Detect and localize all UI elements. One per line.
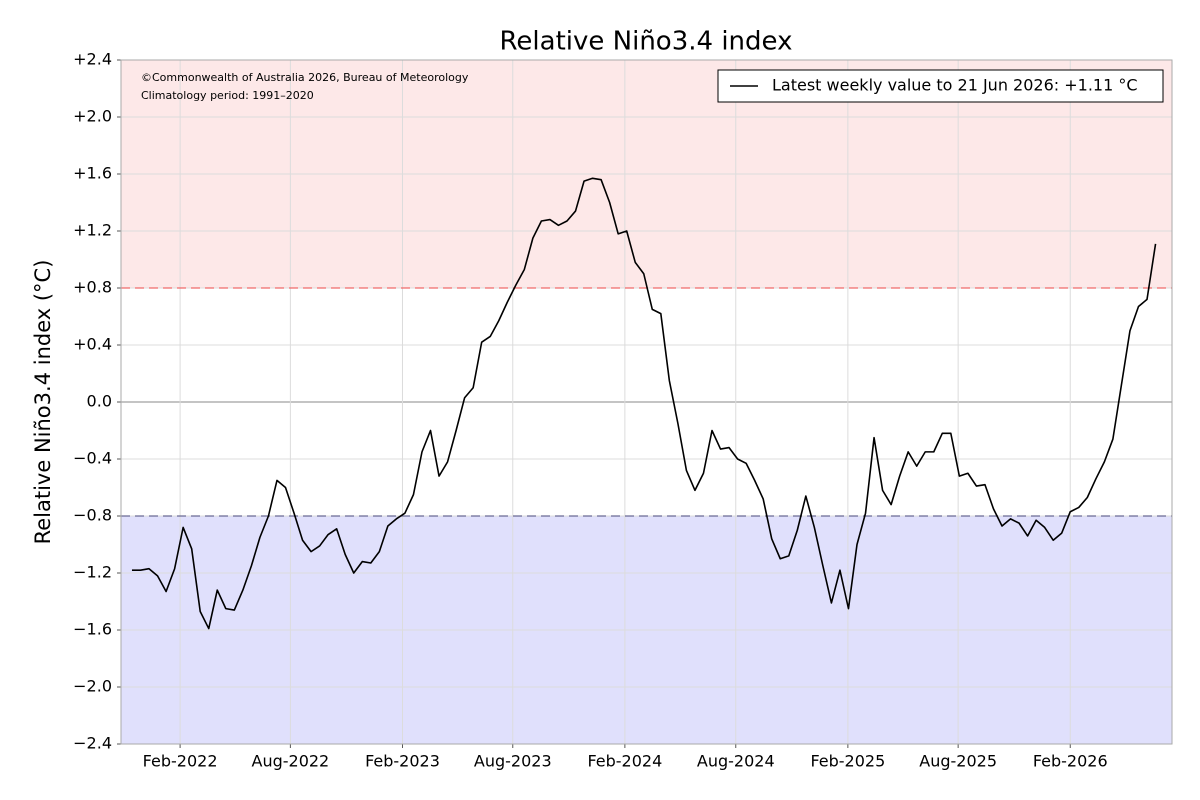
y-tick-label: −2.0 bbox=[73, 677, 112, 696]
y-axis-label: Relative Niño3.4 index (°C) bbox=[31, 260, 55, 545]
y-tick-label: +2.0 bbox=[73, 107, 112, 126]
y-tick-label: −0.8 bbox=[73, 506, 112, 525]
x-tick-label: Aug-2024 bbox=[697, 752, 775, 771]
x-tick-label: Aug-2025 bbox=[919, 752, 997, 771]
legend-box bbox=[717, 69, 1164, 103]
legend: Latest weekly value to 21 Jun 2026: +1.1… bbox=[717, 69, 1164, 103]
legend-label: Latest weekly value to 21 Jun 2026: +1.1… bbox=[772, 76, 1138, 95]
y-tick-label: −2.4 bbox=[73, 734, 112, 753]
plot-frame bbox=[120, 59, 1173, 745]
y-tick-label: +1.6 bbox=[73, 164, 112, 183]
y-tick-label: +0.4 bbox=[73, 335, 112, 354]
y-tick-label: −1.6 bbox=[73, 620, 112, 639]
y-tick-label: 0.0 bbox=[87, 392, 112, 411]
x-tick-label: Feb-2024 bbox=[587, 752, 662, 771]
marks bbox=[121, 177, 1172, 630]
x-tick-label: Aug-2023 bbox=[474, 752, 552, 771]
x-tick-label: Feb-2025 bbox=[810, 752, 885, 771]
data-line bbox=[131, 177, 1157, 630]
y-tick-label: +2.4 bbox=[73, 50, 112, 69]
x-tick-label: Aug-2022 bbox=[252, 752, 330, 771]
y-tick-label: −0.4 bbox=[73, 449, 112, 468]
y-tick-label: +0.8 bbox=[73, 278, 112, 297]
y-tick-label: −1.2 bbox=[73, 563, 112, 582]
climatology-note: Climatology period: 1991–2020 bbox=[141, 89, 314, 102]
x-tick-label: Feb-2023 bbox=[365, 752, 440, 771]
x-tick-label: Feb-2026 bbox=[1033, 752, 1108, 771]
chart-title: Relative Niño3.4 index bbox=[500, 27, 793, 57]
x-tick-label: Feb-2022 bbox=[143, 752, 218, 771]
copyright-note: ©Commonwealth of Australia 2026, Bureau … bbox=[141, 71, 469, 84]
y-tick-label: +1.2 bbox=[73, 221, 112, 240]
